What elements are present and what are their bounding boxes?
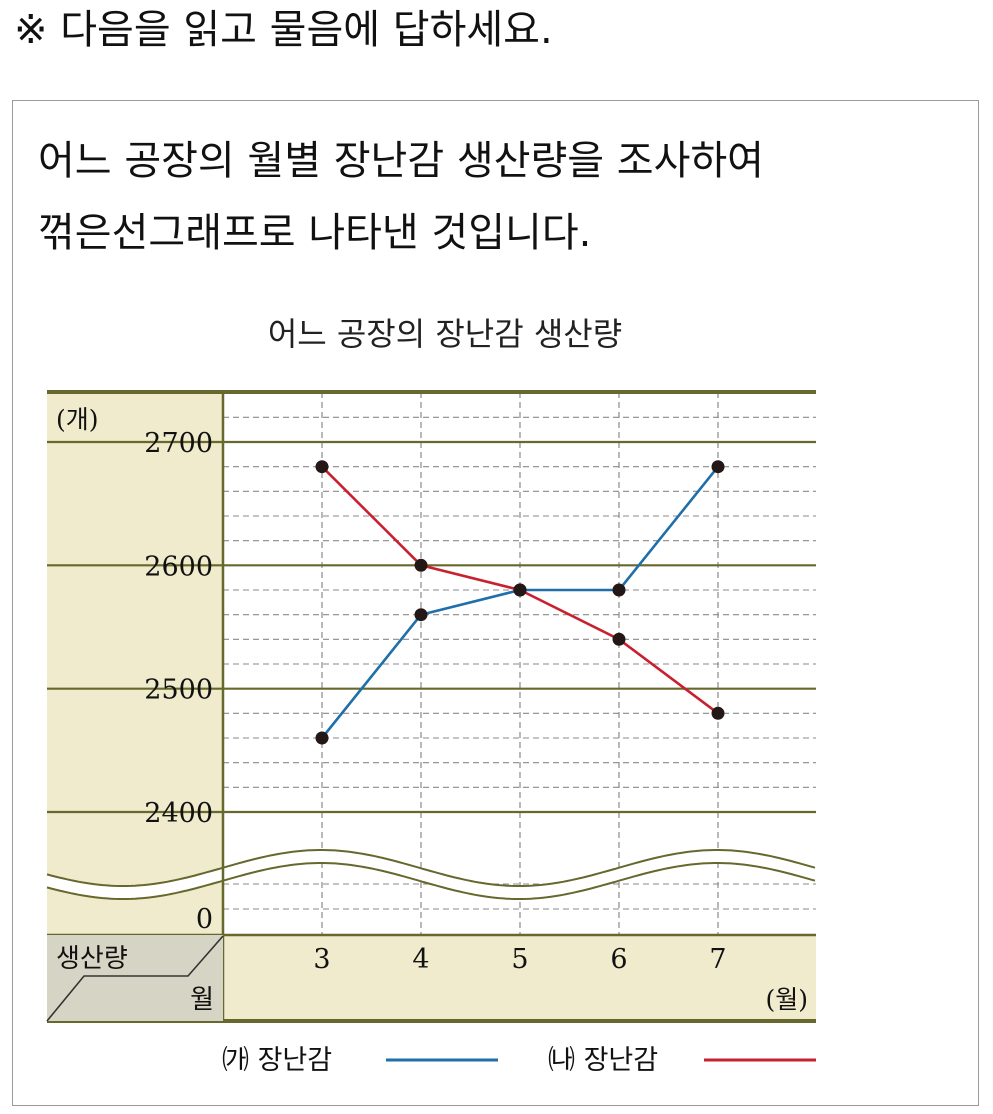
instruction-text: ※ 다음을 읽고 물음에 답하세요. <box>14 7 553 53</box>
y-axis-unit: (개) <box>56 405 99 434</box>
legend-label-2: ㈏ 장난감 <box>548 1045 658 1076</box>
axis-break-wave <box>46 862 816 900</box>
y-tick-label: 0 <box>196 904 213 935</box>
axis-header-xlabel: 월 <box>190 985 214 1015</box>
y-tick-label: 2600 <box>144 551 213 582</box>
description-line-1: 어느 공장의 월별 장난감 생산량을 조사하여 <box>38 138 764 184</box>
data-point-1 <box>711 460 725 474</box>
data-point-2 <box>711 706 725 720</box>
data-point-2 <box>414 558 428 572</box>
axis-header-divider <box>46 935 224 1022</box>
data-point-1 <box>612 583 626 597</box>
problem-description: 어느 공장의 월별 장난감 생산량을 조사하여 꺾은선그래프로 나타낸 것입니다… <box>38 125 764 269</box>
chart-title: 어느 공장의 장난감 생산량 <box>268 315 622 353</box>
y-tick-label: 2500 <box>144 675 213 706</box>
y-tick-label: 2400 <box>144 798 213 829</box>
data-point-1 <box>414 608 428 622</box>
chart-grid <box>47 392 816 935</box>
x-tick-label: 4 <box>412 944 429 975</box>
x-axis-unit: (월) <box>765 985 808 1014</box>
chart-series <box>315 460 725 745</box>
description-line-2: 꺾은선그래프로 나타낸 것입니다. <box>38 210 592 256</box>
data-point-1 <box>315 731 329 745</box>
y-tick-label: 2700 <box>144 428 213 459</box>
x-tick-label: 3 <box>313 944 330 975</box>
axis-header-ylabel: 생산량 <box>56 944 128 974</box>
data-point-2 <box>513 583 527 597</box>
axis-header-cell <box>47 935 223 1021</box>
legend-label-1: ㈎ 장난감 <box>222 1045 332 1076</box>
x-tick-label: 6 <box>610 944 627 975</box>
chart-frame <box>46 390 816 1023</box>
axis-break-wave <box>46 849 816 887</box>
chart-legend: ㈎ 장난감 ㈏ 장난감 <box>222 1045 816 1076</box>
data-point-2 <box>315 460 329 474</box>
problem-frame <box>12 100 979 1106</box>
x-tick-label: 5 <box>511 944 528 975</box>
axis-break-band <box>47 850 815 899</box>
data-point-2 <box>612 632 626 646</box>
x-tick-label: 7 <box>709 944 726 975</box>
